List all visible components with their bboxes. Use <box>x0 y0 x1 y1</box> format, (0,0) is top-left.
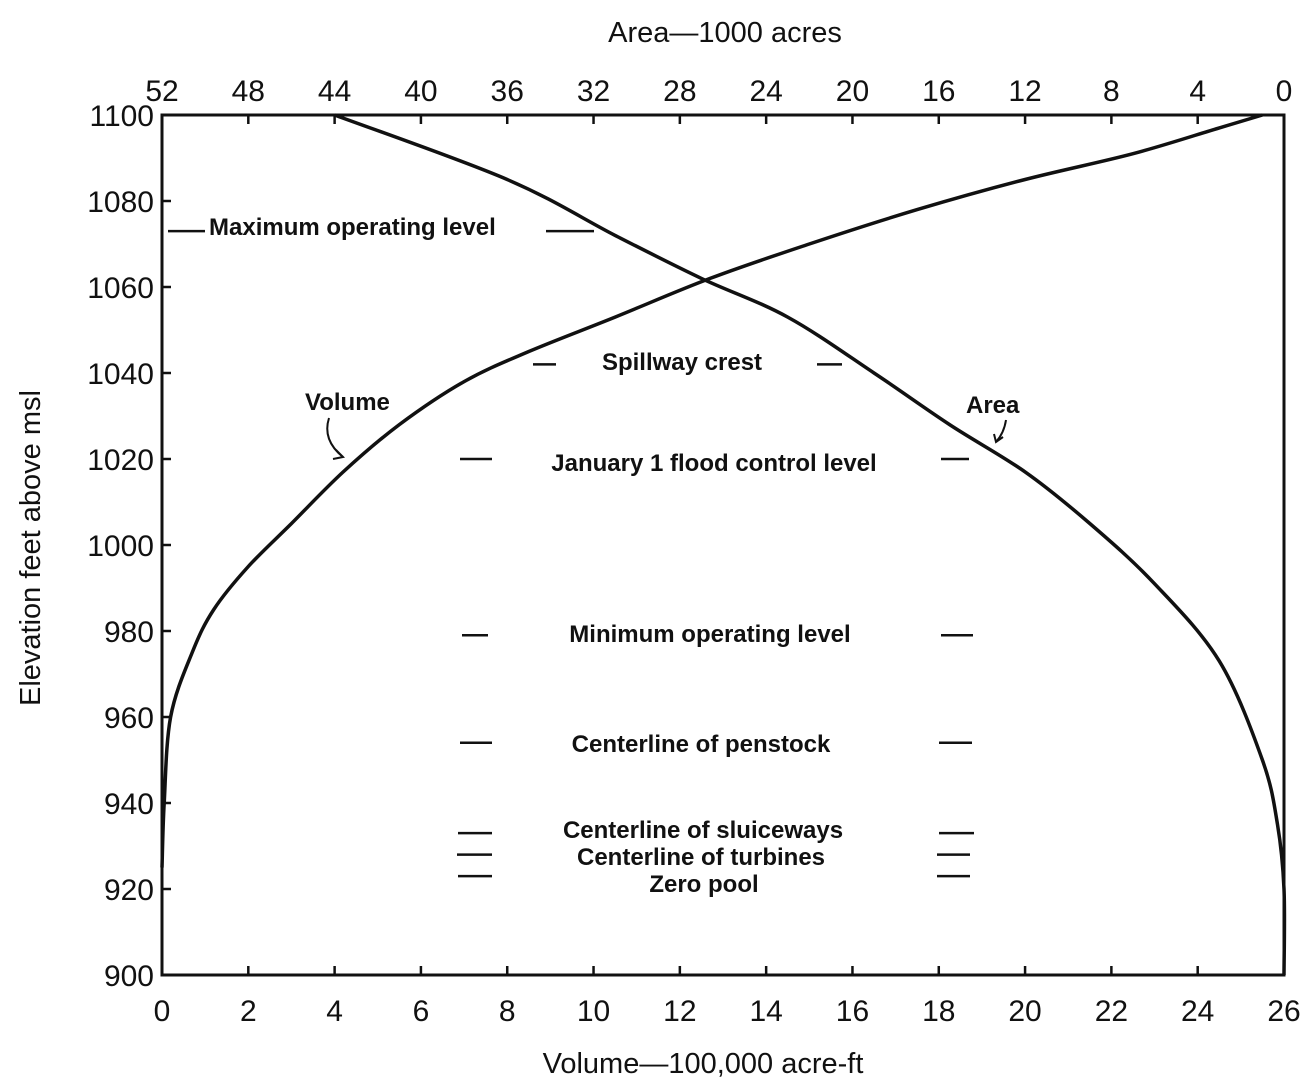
y-axis-title: Elevation feet above msl <box>15 390 47 706</box>
area-curve <box>333 113 1287 976</box>
y-tick-label: 1040 <box>87 358 154 391</box>
x-bottom-tick-label: 6 <box>413 995 430 1028</box>
x-top-tick-label: 48 <box>232 75 265 108</box>
x-top-tick-label: 4 <box>1189 75 1206 108</box>
x-bottom-tick-label: 2 <box>240 995 257 1028</box>
volume-label-arrow <box>326 417 344 458</box>
x-top-tick-label: 28 <box>663 75 696 108</box>
x-top-tick-label: 24 <box>749 75 782 108</box>
level-annotation-label: Spillway crest <box>602 349 762 376</box>
x-top-tick-label: 44 <box>318 75 351 108</box>
area-curve-label: Area <box>966 392 1020 419</box>
x-bottom-tick-label: 16 <box>836 995 869 1028</box>
x-bottom-tick-label: 12 <box>663 995 696 1028</box>
y-tick-label: 1080 <box>87 186 154 219</box>
x-bottom-tick-label: 24 <box>1181 995 1214 1028</box>
level-annotation-label: January 1 flood control level <box>551 450 876 477</box>
level-annotation-label: Centerline of turbines <box>577 844 825 871</box>
level-annotation-label: Minimum operating level <box>569 621 850 648</box>
x-top-tick-label: 8 <box>1103 75 1120 108</box>
volume-label-arrowhead <box>332 449 346 460</box>
x-top-tick-label: 0 <box>1276 75 1293 108</box>
x-top-tick-label: 36 <box>491 75 524 108</box>
x-bottom-tick-label: 0 <box>154 995 171 1028</box>
y-tick-label: 900 <box>104 960 154 993</box>
level-annotation-label: Centerline of penstock <box>572 731 831 758</box>
y-tick-label: 1020 <box>87 444 154 477</box>
y-tick-label: 1000 <box>87 530 154 563</box>
volume-curve <box>160 113 1263 868</box>
bottom-axis-title: Volume—100,000 acre-ft <box>543 1048 864 1080</box>
y-tick-label: 920 <box>104 874 154 907</box>
x-bottom-tick-label: 26 <box>1267 995 1300 1028</box>
y-tick-label: 980 <box>104 616 154 649</box>
axis-ticks <box>160 113 1286 977</box>
level-annotation-label: Maximum operating level <box>209 214 496 241</box>
top-axis-title: Area—1000 acres <box>608 17 842 49</box>
level-annotation-label: Centerline of sluiceways <box>563 817 843 844</box>
x-top-tick-label: 12 <box>1008 75 1041 108</box>
x-top-tick-label: 52 <box>145 75 178 108</box>
y-tick-label: 960 <box>104 702 154 735</box>
x-bottom-tick-label: 18 <box>922 995 955 1028</box>
x-bottom-tick-label: 8 <box>499 995 516 1028</box>
x-bottom-tick-label: 4 <box>326 995 343 1028</box>
x-bottom-tick-label: 20 <box>1008 995 1041 1028</box>
volume-curve-label: Volume <box>305 389 390 416</box>
curves: Volume Area <box>160 113 1287 976</box>
y-tick-label: 1060 <box>87 272 154 305</box>
x-top-tick-label: 32 <box>577 75 610 108</box>
level-annotation-label: Zero pool <box>649 871 758 898</box>
annotations: Maximum operating level Spillway crest Jan… <box>168 214 974 898</box>
x-top-tick-label: 40 <box>404 75 437 108</box>
y-tick-label: 940 <box>104 788 154 821</box>
y-tick-label: 1100 <box>89 100 154 133</box>
x-bottom-tick-label: 14 <box>749 995 782 1028</box>
x-top-tick-label: 16 <box>922 75 955 108</box>
area-label-arrowhead <box>993 433 1004 444</box>
x-bottom-tick-label: 22 <box>1095 995 1128 1028</box>
x-top-tick-label: 20 <box>836 75 869 108</box>
x-bottom-tick-label: 10 <box>577 995 610 1028</box>
